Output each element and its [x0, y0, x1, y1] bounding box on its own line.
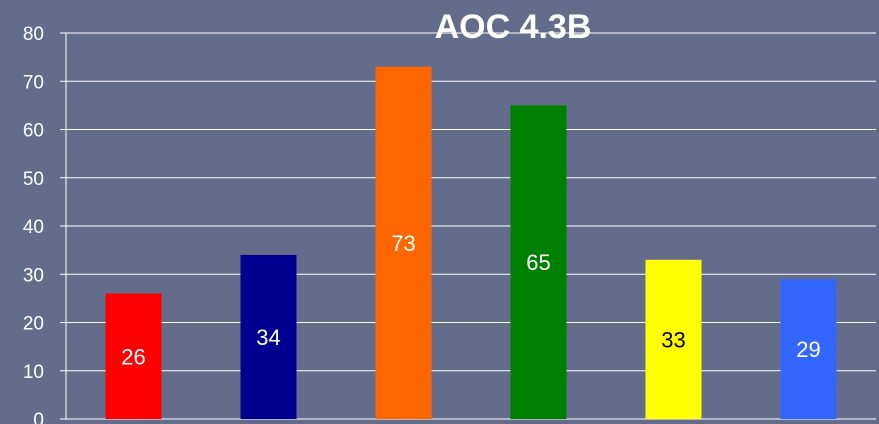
data-label-3: 73 [391, 231, 415, 256]
bar-3 [375, 66, 432, 420]
bar-6 [780, 279, 837, 419]
y-tick-label-70: 70 [23, 72, 44, 93]
y-tick-label-10: 10 [23, 362, 44, 383]
data-label-2: 34 [256, 325, 280, 350]
grid-layer: 0 10 20 30 40 50 60 70 80 [23, 24, 876, 424]
data-label-1: 26 [121, 344, 145, 369]
y-tick-label-40: 40 [23, 217, 44, 238]
data-label-4: 65 [526, 250, 550, 275]
y-tick-label-50: 50 [23, 169, 44, 190]
y-tick-label-30: 30 [23, 265, 44, 286]
bar-layer [105, 66, 837, 420]
y-tick-label-20: 20 [23, 314, 44, 335]
y-tick-label-80: 80 [23, 24, 44, 45]
bar-2 [240, 254, 297, 419]
chart-title: AOC 4.3B [435, 8, 592, 46]
data-label-5: 33 [661, 327, 685, 352]
bar-4 [510, 105, 567, 419]
bar-1 [105, 293, 162, 419]
label-layer: 26 34 73 65 33 29 [121, 231, 820, 369]
bar-5 [645, 259, 702, 419]
data-label-6: 29 [796, 337, 820, 362]
y-tick-label-0: 0 [33, 410, 44, 424]
y-tick-label-60: 60 [23, 121, 44, 142]
